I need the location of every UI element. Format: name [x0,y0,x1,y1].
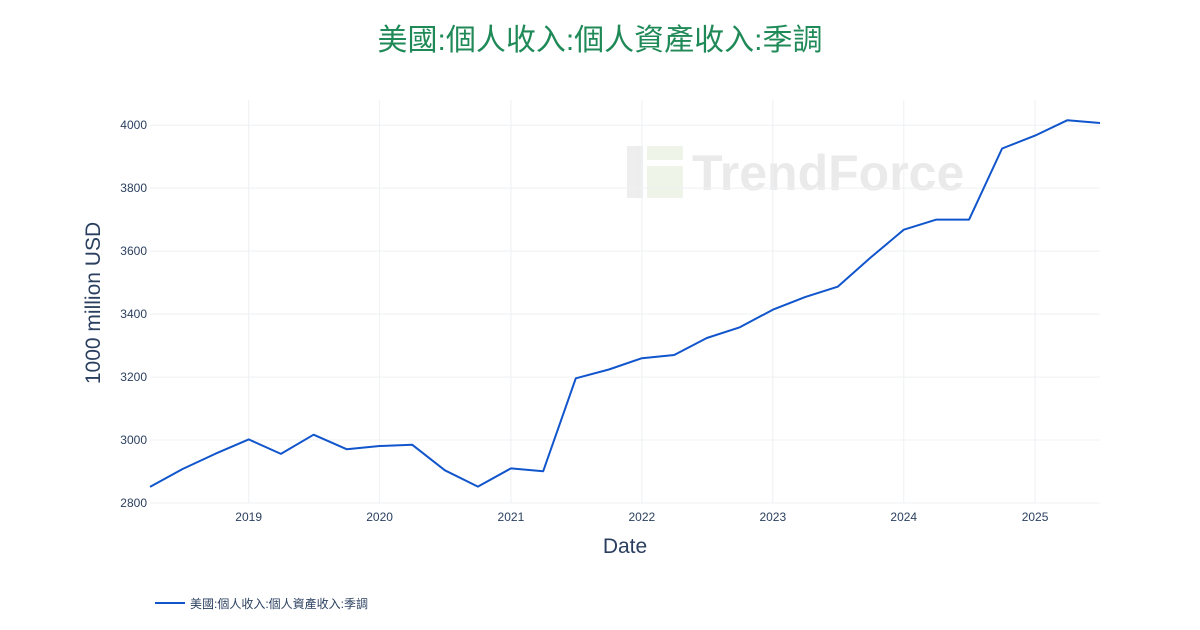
tick-layer: 2800 3000 3200 3400 3600 3800 4000 2019 2020 2021… [120,118,1048,524]
y-tick-label: 3200 [120,370,147,384]
x-tick-label: 2023 [759,510,786,524]
x-tick-label: 2024 [890,510,917,524]
series-line[interactable] [149,119,1101,488]
y-tick-label: 3600 [120,244,147,258]
x-tick-label: 2020 [366,510,393,524]
x-tick-label: 2025 [1022,510,1049,524]
x-tick-label: 2019 [235,510,262,524]
y-axis-title: 1000 million USD [82,222,105,384]
x-axis-title: Date [603,535,647,558]
y-tick-label: 3800 [120,181,147,195]
watermark-text: TrendForce [692,145,964,201]
y-tick-label: 3400 [120,307,147,321]
y-tick-label: 3000 [120,433,147,447]
grid-layer [150,100,1100,504]
chart-title: 美國:個人收入:個人資產收入:季調 [377,24,822,57]
x-tick-label: 2021 [498,510,525,524]
y-tick-label: 2800 [120,496,147,510]
y-tick-label: 4000 [120,118,147,132]
series-layer [149,119,1101,488]
trendforce-watermark-logo: TrendForce [627,145,964,201]
x-tick-label: 2022 [629,510,656,524]
legend[interactable]: 美國:個人收入:個人資產收入:季調 [155,596,368,611]
legend-label: 美國:個人收入:個人資產收入:季調 [190,596,368,611]
